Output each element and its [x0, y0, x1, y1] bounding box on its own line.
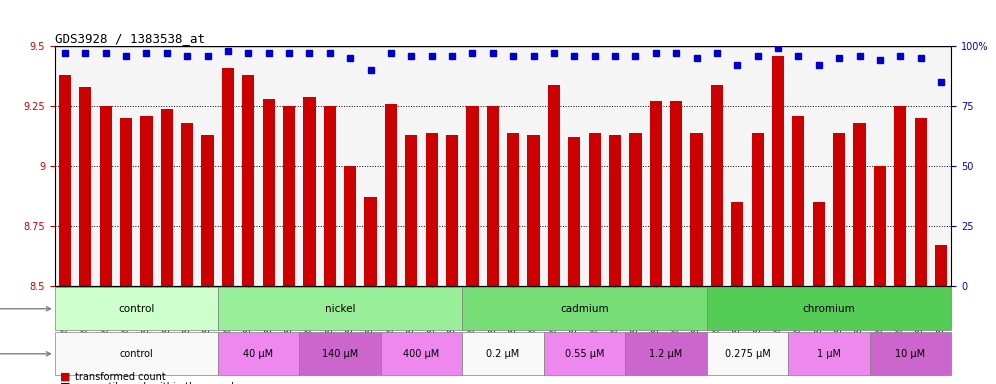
Text: 1.2 μM: 1.2 μM — [649, 349, 682, 359]
Bar — [894, 106, 906, 286]
Bar — [425, 132, 438, 286]
FancyBboxPatch shape — [707, 287, 951, 330]
Text: 1 μM: 1 μM — [817, 349, 841, 359]
Bar — [59, 75, 71, 286]
Text: cadmium: cadmium — [560, 304, 609, 314]
Bar — [140, 116, 152, 286]
Bar — [181, 123, 193, 286]
FancyBboxPatch shape — [55, 287, 218, 330]
Bar — [344, 166, 357, 286]
Bar — [711, 84, 723, 286]
Bar — [365, 197, 376, 286]
Bar — [405, 135, 417, 286]
Bar — [589, 132, 601, 286]
Text: 0.55 μM: 0.55 μM — [565, 349, 605, 359]
Bar — [854, 123, 866, 286]
Bar — [120, 118, 132, 286]
FancyBboxPatch shape — [380, 332, 462, 376]
Text: agent: agent — [0, 304, 51, 314]
FancyBboxPatch shape — [218, 287, 462, 330]
FancyBboxPatch shape — [625, 332, 707, 376]
Text: chromium: chromium — [803, 304, 856, 314]
Text: 40 μM: 40 μM — [243, 349, 274, 359]
FancyBboxPatch shape — [707, 332, 788, 376]
Bar — [324, 106, 336, 286]
FancyBboxPatch shape — [462, 332, 544, 376]
Text: 0.275 μM: 0.275 μM — [724, 349, 770, 359]
Text: ■: ■ — [60, 372, 71, 382]
Text: dose: dose — [0, 349, 51, 359]
Bar — [568, 137, 581, 286]
Text: 0.2 μM: 0.2 μM — [486, 349, 520, 359]
Bar — [466, 106, 478, 286]
Text: control: control — [120, 349, 153, 359]
Text: ■: ■ — [60, 382, 71, 384]
Bar — [507, 132, 519, 286]
Text: transformed count: transformed count — [75, 372, 165, 382]
Bar — [201, 135, 214, 286]
Bar — [446, 135, 458, 286]
Text: 10 μM: 10 μM — [895, 349, 925, 359]
Bar — [80, 87, 92, 286]
Bar — [100, 106, 112, 286]
FancyBboxPatch shape — [462, 287, 707, 330]
Bar — [160, 109, 173, 286]
Text: 400 μM: 400 μM — [403, 349, 439, 359]
Bar — [873, 166, 886, 286]
Bar — [283, 106, 295, 286]
FancyBboxPatch shape — [55, 332, 218, 376]
Bar — [792, 116, 805, 286]
Bar — [263, 99, 275, 286]
Text: percentile rank within the sample: percentile rank within the sample — [75, 382, 240, 384]
Bar — [548, 84, 560, 286]
FancyBboxPatch shape — [218, 332, 299, 376]
Bar — [304, 96, 316, 286]
Bar — [528, 135, 540, 286]
Bar — [935, 245, 947, 286]
FancyBboxPatch shape — [870, 332, 951, 376]
Bar — [833, 132, 846, 286]
FancyBboxPatch shape — [788, 332, 870, 376]
Text: control: control — [119, 304, 154, 314]
Bar — [487, 106, 499, 286]
Text: GDS3928 / 1383538_at: GDS3928 / 1383538_at — [55, 32, 205, 45]
Text: nickel: nickel — [325, 304, 356, 314]
Text: 140 μM: 140 μM — [322, 349, 359, 359]
FancyBboxPatch shape — [299, 332, 380, 376]
Bar — [649, 101, 662, 286]
Bar — [752, 132, 764, 286]
Bar — [914, 118, 926, 286]
Bar — [609, 135, 622, 286]
Bar — [242, 75, 254, 286]
Bar — [731, 202, 743, 286]
Bar — [772, 56, 784, 286]
Bar — [670, 101, 682, 286]
Bar — [690, 132, 702, 286]
Bar — [629, 132, 641, 286]
Bar — [813, 202, 825, 286]
FancyBboxPatch shape — [544, 332, 625, 376]
Bar — [384, 104, 397, 286]
Bar — [222, 68, 234, 286]
